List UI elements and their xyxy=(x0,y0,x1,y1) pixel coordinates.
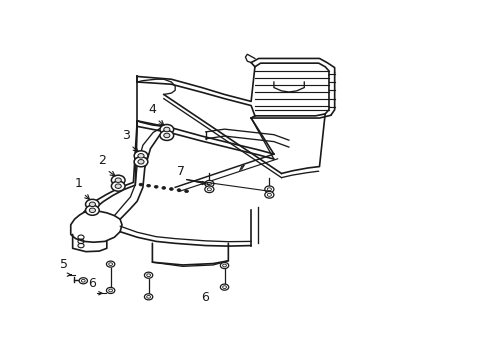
Circle shape xyxy=(115,184,122,188)
Circle shape xyxy=(160,130,173,140)
Text: 7: 7 xyxy=(177,166,185,179)
Text: 5: 5 xyxy=(60,258,68,271)
Circle shape xyxy=(147,184,150,187)
Circle shape xyxy=(205,186,214,193)
Circle shape xyxy=(106,261,115,267)
Circle shape xyxy=(145,272,153,278)
Circle shape xyxy=(89,208,96,212)
Circle shape xyxy=(185,190,189,193)
Text: 6: 6 xyxy=(89,277,97,290)
Circle shape xyxy=(160,125,173,134)
Circle shape xyxy=(220,262,229,269)
Circle shape xyxy=(138,159,144,164)
Circle shape xyxy=(115,178,122,183)
Circle shape xyxy=(265,192,274,198)
Circle shape xyxy=(170,188,173,190)
Circle shape xyxy=(138,154,144,158)
Circle shape xyxy=(89,202,96,207)
Circle shape xyxy=(86,199,99,209)
Circle shape xyxy=(139,183,143,186)
Text: 2: 2 xyxy=(98,154,106,167)
Circle shape xyxy=(220,284,229,290)
Circle shape xyxy=(134,151,148,161)
Circle shape xyxy=(164,133,170,138)
Text: 4: 4 xyxy=(148,103,156,116)
Circle shape xyxy=(106,287,115,293)
Circle shape xyxy=(177,189,181,192)
Circle shape xyxy=(164,127,170,132)
Circle shape xyxy=(265,186,274,193)
Text: 6: 6 xyxy=(201,291,210,304)
Circle shape xyxy=(86,205,99,215)
Circle shape xyxy=(111,181,125,191)
Text: 3: 3 xyxy=(122,129,130,141)
Circle shape xyxy=(205,180,214,187)
Text: 1: 1 xyxy=(75,176,83,190)
Circle shape xyxy=(134,157,148,167)
Circle shape xyxy=(145,294,153,300)
Circle shape xyxy=(111,175,125,185)
Circle shape xyxy=(162,186,166,189)
Circle shape xyxy=(154,185,158,188)
Circle shape xyxy=(79,278,87,284)
